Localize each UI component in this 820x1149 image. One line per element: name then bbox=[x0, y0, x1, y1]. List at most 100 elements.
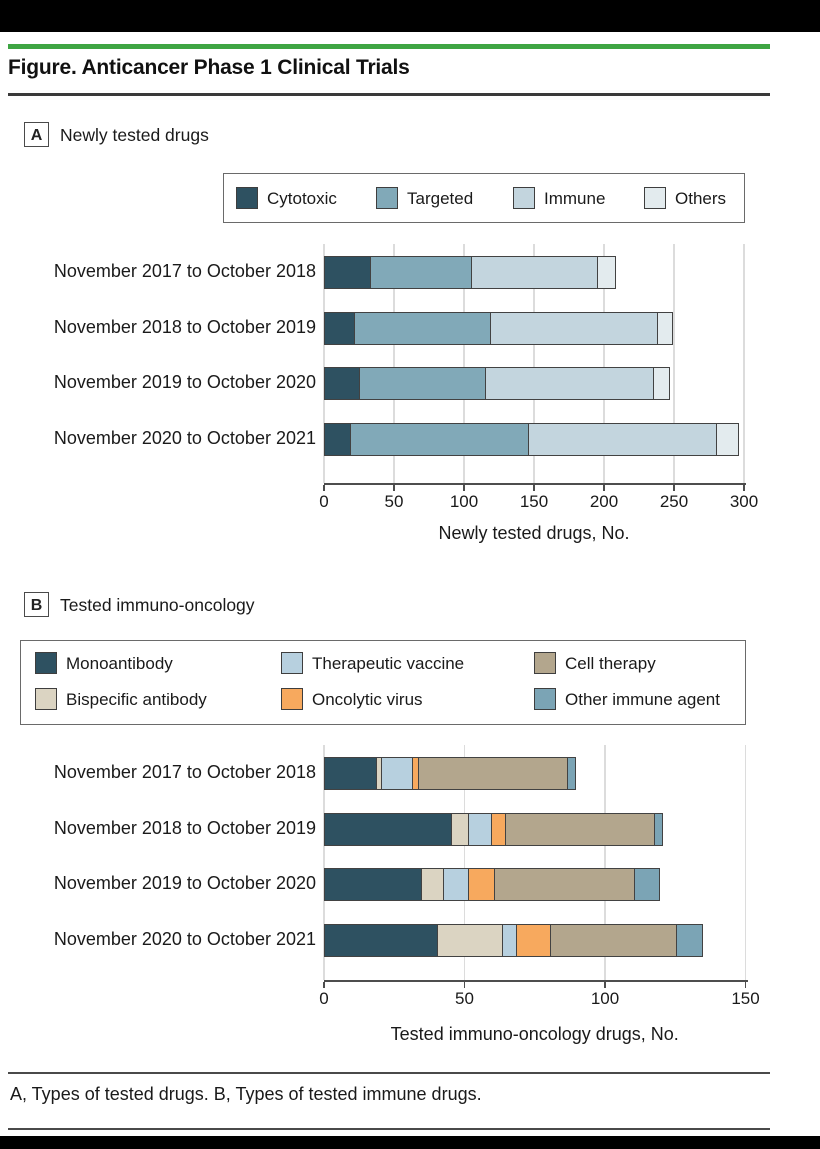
bar-row bbox=[324, 311, 674, 345]
x-tick-mark bbox=[463, 485, 465, 491]
x-tick-label: 50 bbox=[455, 989, 474, 1008]
legend-label: Oncolytic virus bbox=[312, 690, 423, 709]
bar-row bbox=[324, 812, 664, 846]
x-axis-title: Tested immuno-oncology drugs, No. bbox=[390, 1024, 679, 1044]
row-label: November 2019 to October 2020 bbox=[53, 873, 316, 894]
bar-segment-oncolytic-virus bbox=[516, 925, 550, 956]
gridline-150 bbox=[744, 745, 747, 980]
legend-swatch bbox=[236, 187, 258, 209]
bar-segment-other-immune-agent bbox=[653, 813, 663, 845]
bottom-black-band bbox=[0, 1136, 820, 1149]
bar-segment-others bbox=[652, 368, 670, 399]
bar-segment-immune bbox=[470, 257, 597, 288]
top-black-band bbox=[0, 0, 820, 32]
row-label: November 2018 to October 2019 bbox=[53, 316, 316, 337]
legend-label: Immune bbox=[544, 189, 606, 208]
bar-segment-immune bbox=[490, 312, 657, 344]
bar-row bbox=[324, 868, 661, 902]
x-tick-mark bbox=[323, 982, 325, 988]
panel-b-letter: B bbox=[24, 592, 49, 617]
legend-label: Bispecific antibody bbox=[66, 690, 207, 709]
bar-segment-bispecific-antibody bbox=[420, 869, 443, 901]
bar-segment-cell-therapy bbox=[504, 813, 654, 845]
x-tick-label: 0 bbox=[319, 989, 329, 1008]
bar-segment-immune bbox=[484, 368, 653, 399]
x-tick-label: 300 bbox=[729, 492, 759, 511]
x-tick-mark bbox=[393, 485, 395, 491]
x-tick-mark bbox=[323, 485, 325, 491]
x-tick-label: 50 bbox=[384, 492, 404, 511]
gridline-0 bbox=[323, 244, 325, 483]
bar-segment-cell-therapy bbox=[493, 869, 635, 901]
bar-segment-oncolytic-virus bbox=[412, 758, 418, 789]
legend-label: Other immune agent bbox=[565, 690, 720, 709]
bar-row bbox=[324, 422, 739, 456]
bar-segment-cell-therapy bbox=[549, 925, 677, 956]
row-label: November 2017 to October 2018 bbox=[53, 762, 316, 782]
x-tick-mark bbox=[673, 485, 675, 491]
title-divider bbox=[8, 93, 770, 96]
gridline-50 bbox=[393, 244, 395, 483]
bar-row bbox=[324, 924, 703, 957]
bar-segment-other-immune-agent bbox=[676, 925, 702, 956]
row-label: November 2018 to October 2019 bbox=[53, 817, 316, 838]
bar-segment-bispecific-antibody bbox=[375, 758, 382, 789]
legend-label: Therapeutic vaccine bbox=[312, 654, 465, 673]
bar-segment-bispecific-antibody bbox=[451, 813, 469, 845]
bar-segment-cytotoxic bbox=[325, 312, 355, 344]
bar-row bbox=[324, 757, 577, 790]
x-axis-line bbox=[324, 980, 748, 982]
bar-segment-therapeutic-vaccine bbox=[502, 925, 517, 956]
figure-title: Figure. Anticancer Phase 1 Clinical Tria… bbox=[8, 56, 410, 79]
gridline-50 bbox=[463, 745, 466, 980]
caption-divider-bottom bbox=[8, 1128, 770, 1130]
bar-segment-targeted bbox=[358, 368, 485, 399]
bar-segment-therapeutic-vaccine bbox=[381, 758, 413, 789]
row-label: November 2017 to October 2018 bbox=[53, 261, 316, 281]
gridline-200 bbox=[603, 244, 605, 483]
row-label: November 2020 to October 2021 bbox=[53, 427, 316, 448]
gridline-300 bbox=[743, 244, 745, 483]
legend-swatch bbox=[35, 652, 57, 674]
bar-segment-monoantibody bbox=[325, 758, 376, 789]
bar-segment-cytotoxic bbox=[325, 423, 351, 455]
bar-segment-targeted bbox=[350, 423, 528, 455]
x-tick-label: 200 bbox=[589, 492, 619, 511]
x-axis-line bbox=[324, 483, 746, 485]
panel-b-heading: Tested immuno-oncology bbox=[60, 595, 255, 615]
bar-segment-therapeutic-vaccine bbox=[443, 869, 469, 901]
x-tick-mark bbox=[604, 982, 606, 988]
legend-label: Cell therapy bbox=[565, 654, 656, 673]
bar-segment-others bbox=[596, 257, 615, 288]
bar-segment-bispecific-antibody bbox=[437, 925, 503, 956]
bar-row bbox=[324, 367, 671, 400]
panel-b-chart: November 2017 to October 2018 November 20… bbox=[0, 743, 770, 1048]
x-tick-mark bbox=[744, 982, 747, 988]
panel-a-heading: Newly tested drugs bbox=[60, 125, 209, 145]
legend-label: Monoantibody bbox=[66, 654, 173, 673]
x-tick-mark bbox=[463, 982, 466, 988]
gridline-0 bbox=[323, 745, 325, 980]
x-tick-label: 0 bbox=[319, 492, 329, 511]
bar-segment-other-immune-agent bbox=[566, 758, 576, 789]
bar-segment-cytotoxic bbox=[325, 257, 370, 288]
legend-swatch bbox=[513, 187, 535, 209]
x-tick-label: 100 bbox=[449, 492, 479, 511]
bar-segment-cytotoxic bbox=[325, 368, 359, 399]
panel-b-legend: Monoantibody Therapeutic vaccine Cell ther… bbox=[20, 640, 746, 725]
legend-swatch bbox=[35, 688, 57, 710]
legend-swatch bbox=[534, 688, 556, 710]
caption-divider-top bbox=[8, 1072, 770, 1074]
bar-segment-oncolytic-virus bbox=[490, 813, 505, 845]
bar-segment-targeted bbox=[369, 257, 471, 288]
row-label: November 2019 to October 2020 bbox=[53, 372, 316, 392]
bar-segment-monoantibody bbox=[325, 813, 452, 845]
bar-segment-other-immune-agent bbox=[634, 869, 660, 901]
accent-green-bar bbox=[8, 44, 770, 49]
bar-segment-others bbox=[715, 423, 738, 455]
bar-segment-monoantibody bbox=[325, 869, 421, 901]
panel-a-legend: Cytotoxic Targeted Immune Others bbox=[223, 173, 745, 223]
figure-caption: A, Types of tested drugs. B, Types of te… bbox=[10, 1084, 482, 1104]
legend-label: Others bbox=[675, 189, 727, 208]
